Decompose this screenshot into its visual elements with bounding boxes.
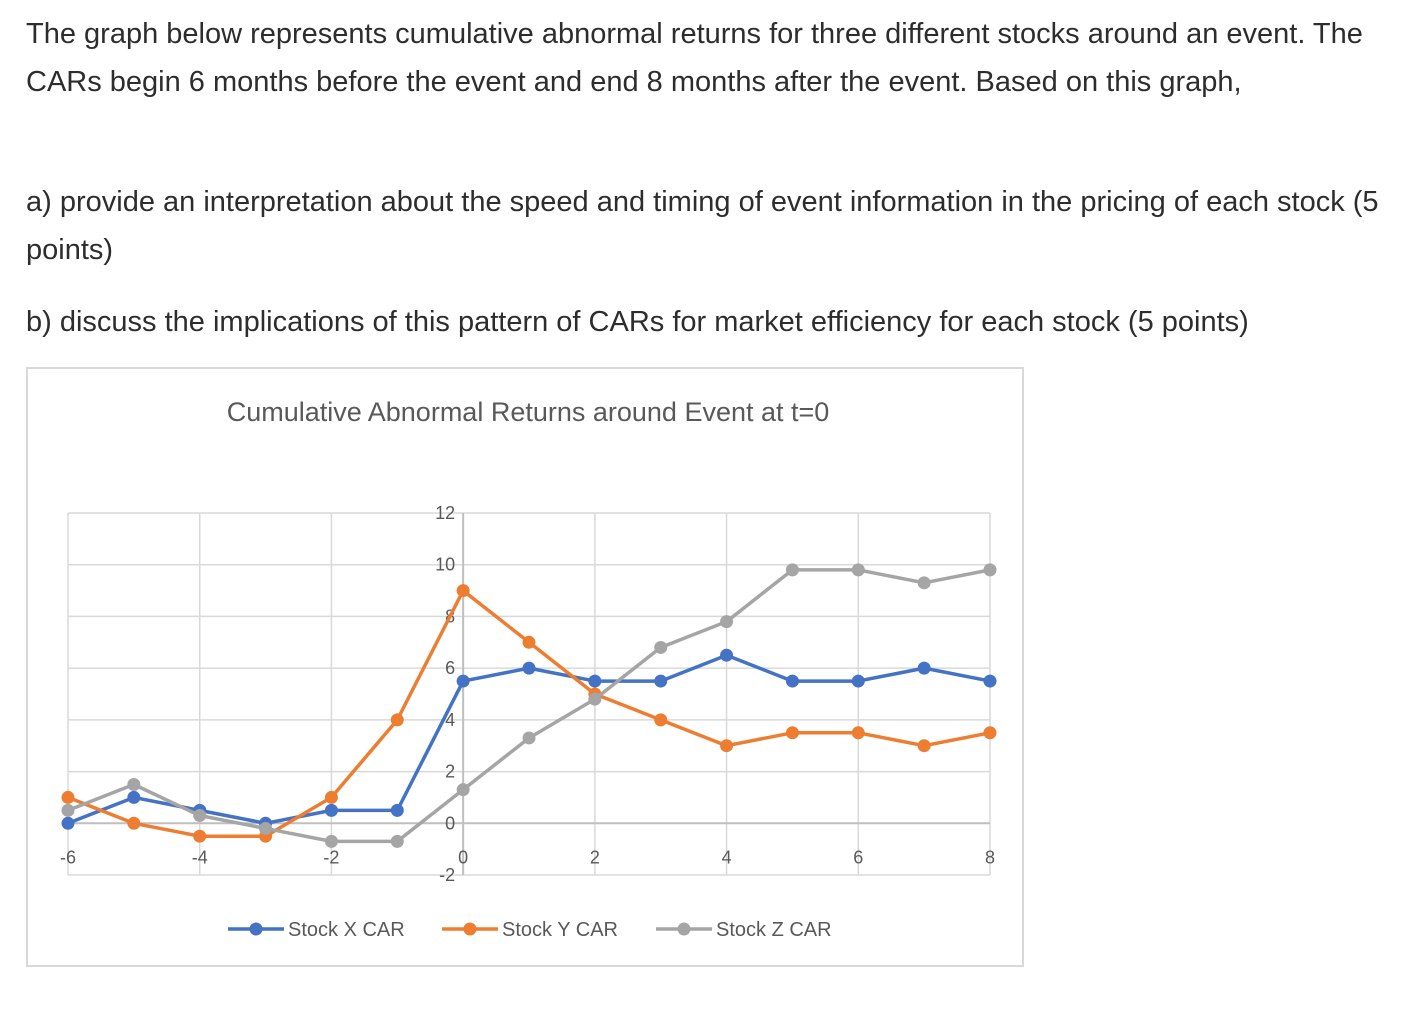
data-point — [127, 816, 141, 830]
series — [61, 563, 997, 848]
chart-container: Cumulative Abnormal Returns around Event… — [26, 367, 1024, 967]
data-point — [522, 731, 536, 745]
data-point — [654, 674, 668, 688]
data-point — [61, 803, 75, 817]
data-point — [720, 648, 734, 662]
legend-swatch-marker — [677, 922, 691, 936]
gridlines — [67, 512, 991, 876]
data-point — [324, 834, 338, 848]
data-point — [61, 816, 75, 830]
data-point — [654, 713, 668, 727]
series-line — [67, 588, 991, 838]
data-point — [851, 674, 865, 688]
data-point — [983, 674, 997, 688]
x-tick-label: 6 — [853, 847, 863, 867]
question-intro: The graph below represents cumulative ab… — [26, 18, 1363, 98]
data-point — [324, 790, 338, 804]
data-point — [785, 563, 799, 577]
x-tick-label: -4 — [192, 847, 208, 867]
y-tick-label: 6 — [445, 658, 455, 678]
series-line — [67, 568, 991, 844]
data-point — [588, 674, 602, 688]
data-point — [127, 790, 141, 804]
data-point — [390, 713, 404, 727]
legend-swatch-marker — [249, 922, 263, 936]
y-tick-label: 12 — [435, 503, 455, 523]
data-point — [983, 726, 997, 740]
data-point — [720, 615, 734, 629]
x-tick-label: 0 — [458, 847, 468, 867]
question-part-b: b) discuss the implications of this patt… — [26, 306, 1249, 338]
data-point — [785, 726, 799, 740]
car-line-chart: Cumulative Abnormal Returns around Event… — [60, 397, 997, 941]
x-tick-label: 4 — [722, 847, 732, 867]
data-point — [785, 674, 799, 688]
data-point — [851, 563, 865, 577]
y-tick-label: 0 — [445, 813, 455, 833]
data-point — [61, 790, 75, 804]
y-tick-label: 4 — [445, 710, 455, 730]
data-point — [456, 584, 470, 598]
data-point — [522, 635, 536, 649]
y-tick-label: -2 — [439, 865, 455, 885]
x-tick-label: -6 — [60, 847, 76, 867]
legend-label: Stock Z CAR — [716, 919, 832, 941]
x-tick-label: 2 — [590, 847, 600, 867]
legend: Stock X CAR Stock Y CAR Stock Z CAR — [228, 919, 832, 941]
data-point — [983, 563, 997, 577]
data-point — [390, 803, 404, 817]
legend-label: Stock X CAR — [288, 919, 405, 941]
data-point — [720, 739, 734, 753]
x-tick-label: 8 — [985, 847, 995, 867]
data-point — [917, 661, 931, 675]
chart-title: Cumulative Abnormal Returns around Event… — [227, 397, 830, 427]
question-part-a: a) provide an interpretation about the s… — [26, 186, 1379, 266]
legend-label: Stock Y CAR — [502, 919, 618, 941]
data-point — [193, 829, 207, 843]
data-point — [456, 783, 470, 797]
x-tick-label: -2 — [323, 847, 339, 867]
data-point — [917, 576, 931, 590]
legend-swatch-marker — [463, 922, 477, 936]
data-point — [917, 739, 931, 753]
data-point — [324, 803, 338, 817]
y-tick-label: 2 — [445, 762, 455, 782]
data-point — [127, 778, 141, 791]
data-point — [851, 726, 865, 740]
data-point — [522, 661, 536, 675]
data-point — [259, 821, 273, 835]
data-point — [654, 640, 668, 654]
data-point — [588, 692, 602, 706]
data-point — [193, 809, 207, 823]
data-point — [456, 674, 470, 688]
data-point — [390, 834, 404, 848]
y-tick-label: 10 — [435, 555, 455, 575]
